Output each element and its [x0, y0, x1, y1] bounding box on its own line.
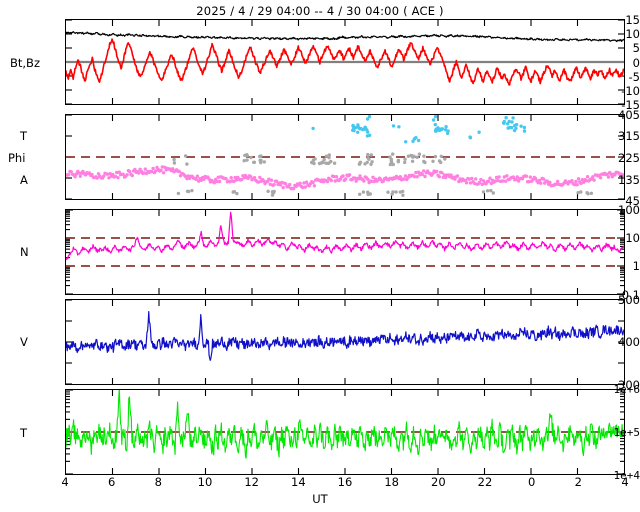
- xtick-1: 6: [107, 475, 116, 489]
- ytick-p1-6: -15: [621, 98, 640, 112]
- panel-phi-theta: [65, 114, 625, 200]
- ytick-p2-4: 45: [625, 194, 640, 208]
- xtick-10: 0: [527, 475, 536, 489]
- ylabel-n: N: [20, 245, 29, 259]
- xtick-3: 10: [197, 475, 213, 489]
- xtick-8: 20: [431, 475, 446, 489]
- xtick-12: 4: [621, 475, 629, 489]
- xtick-7: 18: [384, 475, 399, 489]
- ytick-p1-5: -10: [621, 84, 640, 98]
- ytick-p5-0: 1e+6: [613, 383, 640, 396]
- ytick-p3-3: 0.1: [621, 288, 640, 302]
- panel-temperature: [65, 389, 625, 475]
- xtick-11: 2: [574, 475, 582, 489]
- ytick-p1-0: 15: [625, 13, 640, 27]
- xtick-6: 16: [337, 475, 353, 489]
- xtick-9: 22: [477, 475, 493, 489]
- xtick-2: 8: [154, 475, 162, 489]
- ylabel-theta: T: [20, 129, 28, 143]
- ytick-p1-3: 0: [632, 56, 640, 70]
- xtick-4: 12: [244, 475, 259, 489]
- ytick-p3-1: 10: [625, 231, 640, 245]
- ytick-p5-1: 1e+5: [613, 426, 640, 439]
- ylabel-alpha: A: [20, 173, 28, 187]
- ytick-p4-1: 400: [618, 335, 640, 349]
- ytick-p1-2: 5: [632, 41, 640, 55]
- ytick-p1-4: -5: [628, 70, 640, 84]
- page-title: 2025 / 4 / 29 04:00 -- 4 / 30 04:00 ( AC…: [196, 4, 444, 18]
- ytick-p2-0: 405: [618, 108, 640, 122]
- ylabel-phi: Phi: [8, 151, 26, 165]
- ytick-p2-2: 225: [618, 151, 640, 165]
- xtick-0: 4: [61, 475, 69, 489]
- ytick-p1-1: 10: [625, 27, 640, 41]
- ytick-p3-0: 100: [618, 203, 640, 217]
- x-axis-label: UT: [312, 492, 328, 506]
- ytick-p5-2: 1e+4: [613, 469, 640, 482]
- ytick-p4-0: 500: [618, 293, 640, 307]
- ytick-p2-3: 135: [618, 173, 640, 187]
- ylabel-v: V: [20, 335, 28, 349]
- ytick-p4-2: 300: [618, 378, 640, 392]
- ytick-p3-2: 1: [632, 259, 640, 273]
- ylabel-bt-bz: Bt,Bz: [10, 56, 40, 70]
- panel-density: [65, 209, 625, 295]
- panel-bt-bz: [65, 19, 625, 105]
- ytick-p2-1: 315: [618, 129, 640, 143]
- panel-velocity: [65, 299, 625, 385]
- xtick-5: 14: [291, 475, 306, 489]
- ylabel-t: T: [20, 426, 28, 440]
